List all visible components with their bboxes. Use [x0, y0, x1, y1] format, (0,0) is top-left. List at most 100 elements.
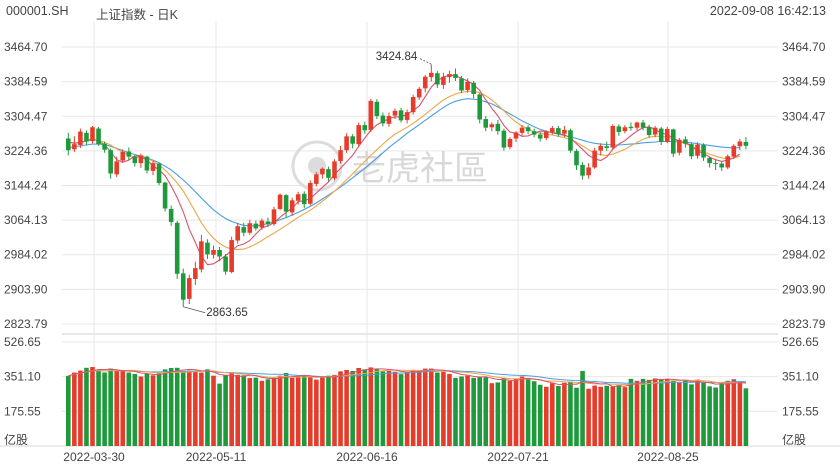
candle [531, 128, 537, 138]
volume-bar [677, 382, 682, 446]
volume-bar [543, 386, 549, 446]
price-tick-label: 3144.24 [4, 179, 48, 193]
volume-bar [332, 374, 337, 446]
candle [410, 94, 416, 115]
volume-bar [78, 370, 83, 446]
volume-bar [683, 380, 688, 446]
price-tick-label: 3144.24 [782, 179, 826, 193]
candle [441, 72, 446, 89]
volume-bar [465, 375, 470, 446]
candle [689, 142, 694, 160]
candle [507, 137, 513, 150]
candle [513, 131, 519, 142]
volume-bar [422, 368, 428, 446]
candle [586, 163, 591, 179]
volume-bar [180, 371, 186, 446]
volume-bar [223, 375, 228, 446]
volume-bar [574, 387, 579, 446]
volume-bar [604, 385, 610, 446]
low-pointer [183, 306, 206, 314]
candle [223, 253, 228, 275]
candle [295, 191, 301, 205]
candle [592, 148, 597, 169]
candle [671, 128, 676, 158]
price-tick-label: 2903.90 [782, 282, 826, 296]
candle [199, 234, 204, 273]
volume-bar [320, 377, 325, 446]
volume-tick-label: 526.65 [4, 335, 41, 349]
candle [459, 75, 464, 94]
volume-bar [326, 375, 331, 446]
candle [386, 112, 392, 127]
price-tick-label: 3224.36 [782, 144, 826, 158]
candle [289, 197, 295, 216]
candle [392, 108, 398, 120]
candle [574, 149, 579, 171]
candle [429, 64, 434, 82]
candle [308, 180, 313, 206]
volume-bar [652, 378, 658, 446]
candle [211, 245, 216, 259]
candle [737, 138, 743, 151]
volume-bar [471, 377, 476, 446]
volume-bar [126, 372, 132, 446]
volume-bar [120, 370, 126, 446]
volume-bar [114, 370, 119, 446]
volume-bar [513, 378, 519, 446]
volume-bar [96, 369, 101, 446]
volume-bar [187, 370, 192, 446]
candle [320, 167, 325, 179]
volume-bar [441, 371, 446, 446]
volume-bar [731, 379, 737, 446]
candle [695, 142, 700, 159]
volume-bar [550, 383, 555, 446]
volume-bar [404, 371, 410, 446]
volume-bar [144, 373, 150, 446]
volume-bar [435, 372, 440, 446]
volume-bar [725, 380, 731, 446]
volume-bar [556, 385, 561, 446]
volume-bar [241, 375, 247, 446]
candle [84, 130, 89, 145]
volume-bar [519, 376, 525, 446]
candle [556, 125, 561, 137]
volume-bar [664, 378, 670, 446]
volume-bar [259, 380, 265, 446]
candle [205, 239, 210, 260]
price-axis-right: 3464.70 3384.59 3304.47 3224.36 3144.24 3064.… [782, 40, 826, 331]
price-tick-label: 3384.59 [782, 75, 826, 89]
volume-bar [205, 369, 210, 446]
volume-bar [193, 371, 198, 446]
volume-bar [283, 372, 289, 446]
candle [658, 126, 664, 145]
volume-bar [695, 379, 700, 446]
volume-bar [265, 379, 271, 446]
candle [725, 154, 731, 170]
candle [471, 81, 476, 99]
candle [72, 136, 77, 152]
volume-bar [108, 368, 113, 446]
volume-bar [507, 380, 513, 446]
volume-ma5-line [68, 368, 746, 388]
ma20-line [68, 98, 740, 227]
volume-bar [658, 379, 664, 446]
volume-bar [162, 369, 168, 446]
candle [150, 160, 156, 176]
candle [314, 172, 319, 187]
volume-bar [707, 386, 712, 446]
volume-bar [289, 377, 295, 446]
volume-tick-label: 175.55 [782, 404, 819, 418]
candle [501, 128, 507, 151]
volume-bar [586, 388, 591, 446]
price-tick-label: 3464.70 [782, 40, 826, 54]
candle [652, 125, 658, 138]
volume-bar [410, 369, 416, 446]
candle [114, 156, 119, 177]
candle [731, 144, 737, 159]
volume-bar [374, 368, 380, 446]
volume-bar [622, 387, 628, 446]
candle [580, 162, 585, 180]
low-value-label: 2863.65 [206, 307, 248, 319]
candle [453, 68, 458, 82]
